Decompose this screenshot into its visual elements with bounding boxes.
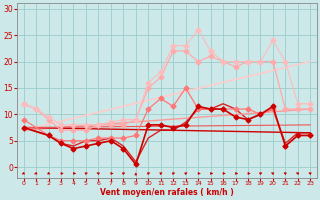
X-axis label: Vent moyen/en rafales ( km/h ): Vent moyen/en rafales ( km/h ) — [100, 188, 234, 197]
